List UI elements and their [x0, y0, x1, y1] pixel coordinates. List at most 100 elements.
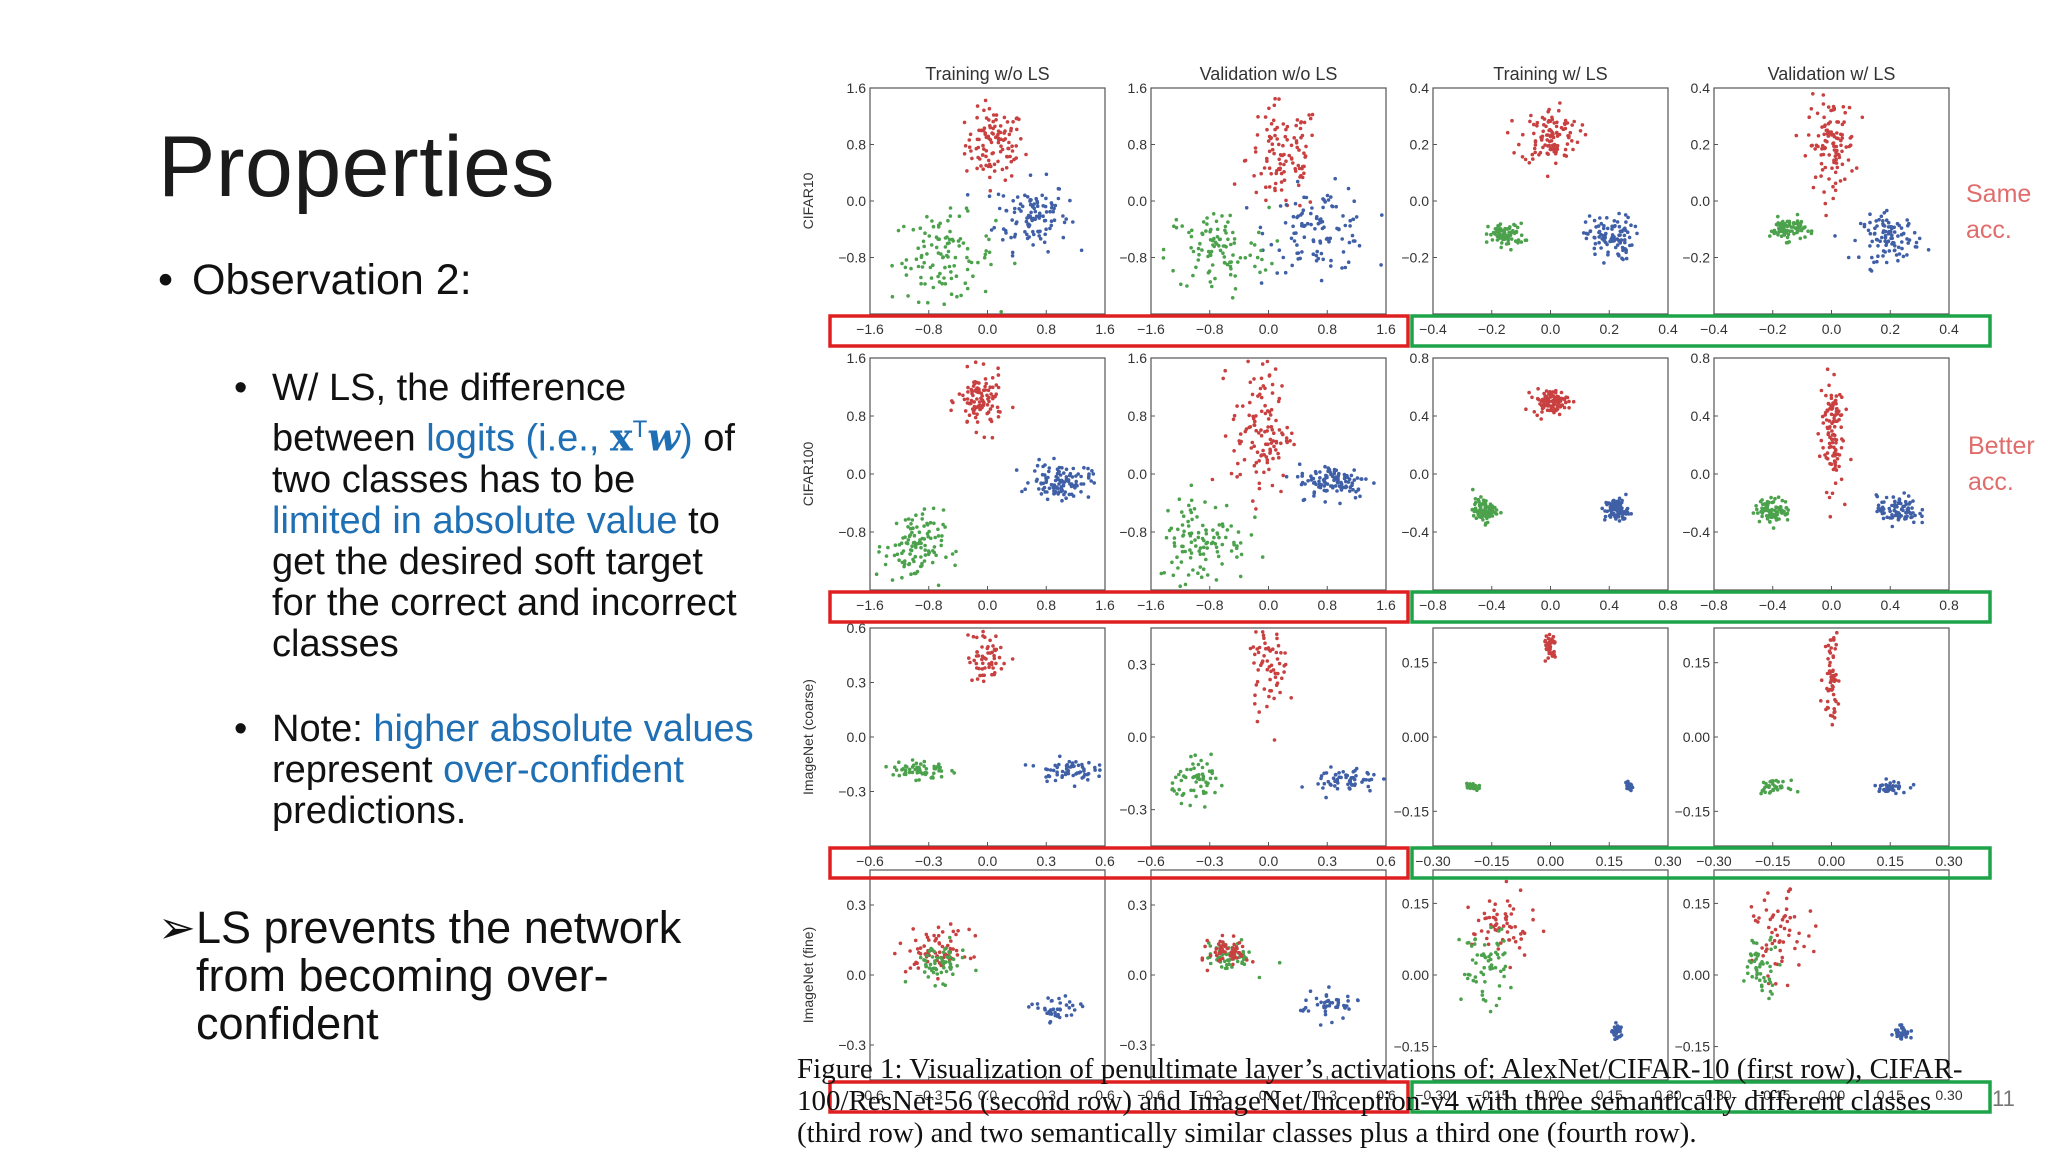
scatter-point-blue [1887, 249, 1892, 253]
scatter-point-blue [1350, 233, 1355, 238]
scatter-point-blue [1326, 779, 1331, 784]
scatter-point-red [982, 656, 987, 660]
scatter-point-red [1238, 441, 1242, 446]
scatter-point-green [1483, 955, 1488, 960]
scatter-point-red [1813, 147, 1817, 151]
scatter-point-red [1273, 96, 1277, 101]
scatter-point-blue [1325, 236, 1330, 241]
scatter-point-red [1839, 446, 1844, 450]
scatter-point-blue [1063, 994, 1068, 998]
scatter-point-green [1166, 508, 1170, 513]
scatter-point-red [1284, 436, 1289, 440]
scatter-point-red [971, 634, 976, 639]
scatter-point-green [1761, 502, 1765, 507]
scatter-point-red [1819, 678, 1824, 682]
scatter-point-blue [1081, 775, 1086, 779]
scatter-point-blue [1876, 503, 1881, 508]
scatter-point-blue [1056, 470, 1061, 474]
scatter-point-red [1551, 135, 1556, 140]
scatter-point-red [924, 932, 929, 937]
sub-bullet-ls-difference: • W/ LS, the difference between logits (… [234, 368, 754, 665]
scatter-point-green [1172, 224, 1176, 228]
scatter-point-blue [1332, 477, 1337, 482]
scatter-point-blue [1014, 468, 1019, 472]
scatter-point-red [916, 966, 921, 970]
scatter-point-green [1497, 224, 1501, 228]
scatter-point-green [907, 770, 912, 775]
scatter-point-green [1806, 229, 1810, 233]
scatter-point-red [1000, 147, 1005, 152]
scatter-point-red [1835, 131, 1839, 135]
scatter-point-blue [1886, 220, 1891, 225]
scatter-point-red [991, 644, 995, 648]
scatter-point-red [965, 419, 969, 424]
scatter-point-red [1476, 918, 1481, 923]
scatter-point-red [1242, 457, 1247, 462]
scatter-point-red [1808, 909, 1813, 913]
scatter-point-blue [1045, 779, 1049, 784]
scatter-point-red [1300, 175, 1305, 180]
scatter-point-green [1780, 785, 1784, 790]
x-tick-label: −0.8 [915, 321, 943, 337]
y-tick-label: 0.15 [1683, 895, 1710, 911]
scatter-point-red [1844, 145, 1848, 149]
scatter-point-green [1779, 234, 1784, 238]
scatter-point-blue [1327, 1003, 1332, 1008]
scatter-point-red [982, 108, 986, 113]
scatter-point-blue [1344, 773, 1348, 777]
scatter-point-red [976, 145, 981, 150]
scatter-point-red [1825, 132, 1830, 136]
scatter-point-blue [1618, 1034, 1622, 1039]
scatter-point-blue [1089, 479, 1093, 483]
x-tick-label: 0.15 [1877, 853, 1904, 869]
scatter-point-blue [1039, 492, 1044, 496]
scatter-point-red [937, 942, 942, 946]
scatter-point-red [1264, 646, 1268, 651]
scatter-point-green [934, 967, 939, 972]
scatter-point-red [1231, 950, 1236, 955]
scatter-point-blue [1876, 254, 1880, 258]
scatter-point-blue [1311, 238, 1316, 242]
highlight-box-with-ls [1410, 1080, 1992, 1114]
scatter-point-blue [1071, 773, 1075, 778]
scatter-point-green [920, 517, 924, 521]
scatter-point-green [1186, 573, 1191, 577]
scatter-point-red [1232, 942, 1236, 947]
scatter-point-red [1250, 440, 1255, 445]
y-tick-label: −0.3 [1119, 802, 1147, 818]
scatter-point-red [1784, 896, 1789, 901]
scatter-point-green [908, 526, 913, 531]
scatter-point-red [1756, 920, 1760, 924]
scatter-point-green [1222, 255, 1227, 259]
x-tick-label: 0.0 [978, 597, 998, 613]
scatter-point-red [1228, 954, 1233, 958]
scatter-point-blue [1343, 265, 1348, 270]
scatter-point-red [1565, 395, 1570, 400]
scatter-point-green [1176, 527, 1180, 532]
scatter-point-blue [1610, 512, 1614, 516]
scatter-point-red [1819, 388, 1824, 393]
x-tick-label: 0.00 [1818, 853, 1845, 869]
scatter-point-red [1543, 659, 1548, 663]
scatter-point-blue [1613, 245, 1618, 250]
scatter-point-red [1010, 657, 1015, 661]
scatter-point-green [1499, 510, 1503, 515]
scatter-point-blue [1875, 259, 1879, 264]
scatter-point-red [1236, 461, 1240, 466]
scatter-point-green [948, 955, 952, 959]
scatter-point-red [1821, 102, 1826, 106]
scatter-point-blue [1888, 516, 1892, 520]
bullet-observation: • Observation 2: [158, 256, 472, 304]
scatter-point-red [1279, 171, 1284, 176]
scatter-point-blue [1602, 261, 1606, 265]
scatter-point-blue [1897, 252, 1902, 256]
scatter-point-green [903, 265, 908, 270]
scatter-point-green [914, 778, 918, 783]
scatter-point-green [951, 972, 955, 976]
scatter-point-blue [1319, 1000, 1323, 1005]
scatter-point-red [1778, 939, 1782, 943]
x-tick-label: 0.15 [1596, 1087, 1623, 1103]
y-tick-label: 0.2 [1410, 137, 1430, 153]
scatter-point-green [1465, 941, 1470, 945]
scatter-point-blue [1024, 219, 1029, 224]
